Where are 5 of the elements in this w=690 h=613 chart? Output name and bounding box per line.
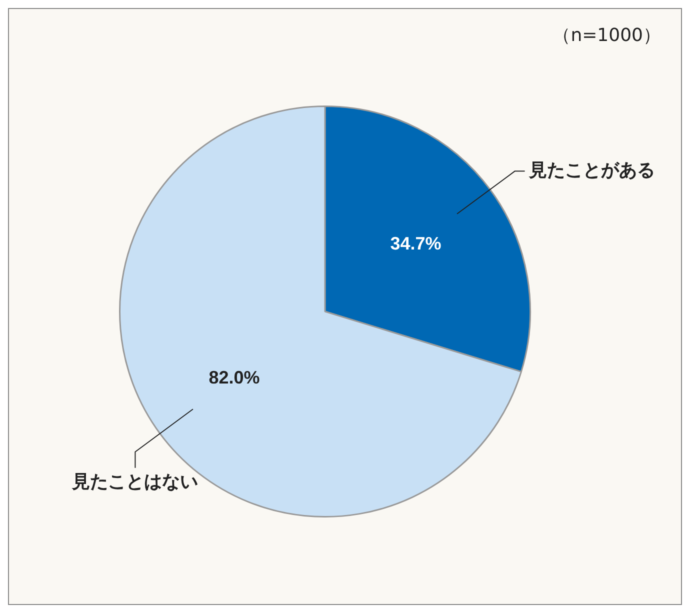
slice-label: 見たことがある [528,160,655,181]
data-label: 82.0% [208,368,260,388]
slice-label: 見たことはない [71,472,198,492]
data-label: 34.7% [390,233,442,254]
text: （n=1000） [552,24,661,47]
